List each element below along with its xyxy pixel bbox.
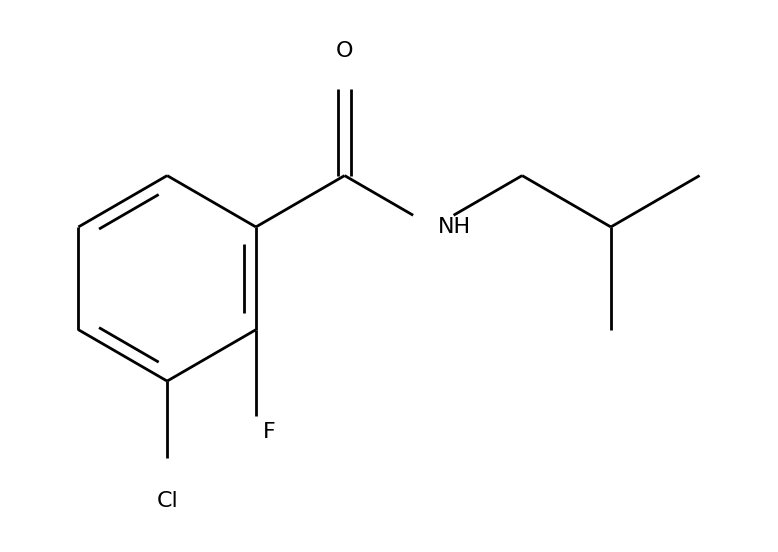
Text: O: O bbox=[336, 41, 353, 61]
Text: NH: NH bbox=[438, 217, 471, 237]
Text: Cl: Cl bbox=[156, 491, 178, 511]
Text: F: F bbox=[264, 422, 276, 443]
